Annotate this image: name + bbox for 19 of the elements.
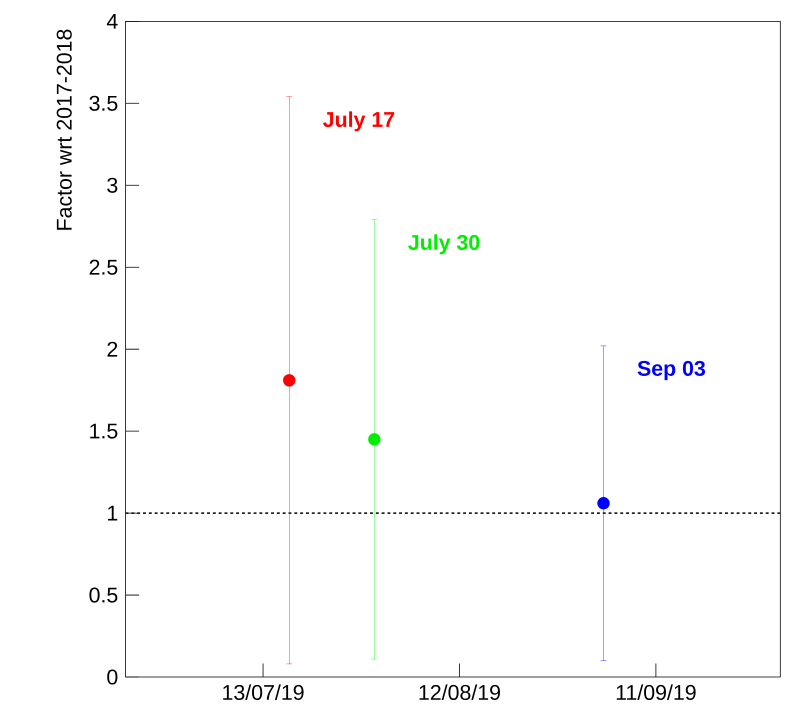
text: July 30 bbox=[408, 234, 480, 254]
y-axis-title: Factor wrt 2017-2018 bbox=[56, 29, 72, 230]
y-tick-label: 2 bbox=[107, 342, 118, 356]
y-tick-label: 4 bbox=[106, 14, 118, 28]
x-tick-label: 11/09/19 bbox=[616, 684, 696, 700]
point bbox=[283, 374, 296, 386]
y-tick-label: 3.5 bbox=[89, 96, 118, 111]
point bbox=[597, 496, 610, 510]
text: Sep 03 bbox=[638, 360, 706, 380]
point bbox=[368, 432, 381, 446]
y-tick-label: 3 bbox=[107, 177, 118, 193]
x-tick-label: 12/08/19 bbox=[420, 684, 500, 700]
text: July 17 bbox=[323, 111, 394, 132]
y-tick-label: 0 bbox=[107, 669, 118, 684]
y-tick-label: 1.5 bbox=[90, 423, 118, 438]
y-tick-label: 1 bbox=[108, 506, 118, 520]
y-tick-label: 2.5 bbox=[90, 259, 118, 275]
y-tick-label: 0.5 bbox=[89, 587, 118, 602]
x-tick-label: 13/07/19 bbox=[223, 684, 304, 700]
